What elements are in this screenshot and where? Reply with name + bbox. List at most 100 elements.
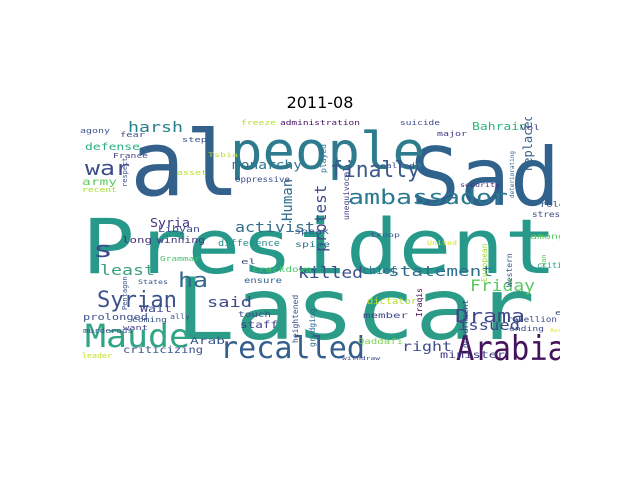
word-arabia: Arabia [456, 329, 560, 363]
word-france: France [113, 152, 148, 160]
word-unequivocal: unequivocal [342, 167, 351, 220]
word-fear: fear [120, 131, 145, 139]
word-western: Western [505, 253, 514, 287]
word-troop: troop [370, 232, 401, 239]
word-suicide: suicide [400, 119, 440, 127]
word-killed: killed [298, 263, 363, 282]
word-vol: Vol [520, 124, 540, 132]
word-criticizing: criticizing [123, 345, 203, 356]
word-war: war [85, 156, 130, 180]
word-president: President [82, 202, 557, 291]
word-defense: defense [85, 142, 140, 153]
word-rebellion: rebellion [507, 315, 557, 324]
word-major: major [437, 130, 467, 138]
word-want: want [123, 324, 148, 332]
word-bahrain: Bahrain [472, 120, 527, 133]
word-human: Human [280, 179, 296, 221]
word-iraqis: Iraqis [415, 288, 424, 317]
word-arab: Arab [190, 336, 225, 347]
word-statement: statement [388, 264, 493, 280]
word-winning: winning [157, 236, 205, 246]
word-qaddafi: Qaddafi [358, 337, 403, 346]
word-army: army [82, 177, 117, 188]
word-recent: recent [82, 186, 117, 194]
word-grammar: Grammar [160, 255, 200, 263]
word-pentagon: Pentagon [121, 276, 129, 310]
word-wait: Wait [140, 304, 172, 315]
word-government: government [461, 300, 470, 348]
word-security: security [460, 182, 501, 189]
word-issued: issued [458, 318, 520, 334]
word-drama: Drama [455, 306, 525, 327]
word-oppressive: oppressive [235, 175, 290, 184]
word-speak: speak [294, 227, 329, 236]
word-freeze: freeze [241, 119, 276, 127]
word-coming: coming [132, 316, 167, 324]
word-united: United [427, 240, 458, 247]
word-right: right [402, 340, 452, 355]
word-protest: protest [311, 185, 330, 252]
word-ally: ally [170, 313, 190, 321]
word-deteriorating: deteriorating [509, 151, 516, 198]
word-assad: Assad [550, 328, 560, 334]
word-states: States [138, 279, 169, 286]
word-grudging: grudging [308, 308, 317, 347]
word-stressed: stressed [532, 210, 560, 219]
word-called: called [380, 162, 415, 170]
word-harsh: harsh [128, 120, 183, 136]
word-tsbia: Tsbia [208, 152, 239, 159]
word-least: least [100, 263, 155, 279]
word-withdraw: withdraw [342, 356, 382, 362]
word-ambassador: ambassador [348, 185, 508, 209]
word-finally: finally [330, 158, 420, 183]
word-el: el [241, 258, 256, 266]
word-minister: minister [440, 350, 505, 361]
word-monarchy: monarchy [232, 158, 302, 172]
word-activist: activist [235, 220, 315, 236]
word-people: people [230, 122, 425, 182]
word-maude: Maude [85, 317, 190, 355]
word-dictator: dictator [367, 297, 418, 307]
word-respect: respect [121, 157, 129, 187]
word-recalled: recalled [220, 331, 365, 363]
word-syria: Syria [150, 216, 190, 230]
word-ensure: ensure [244, 276, 282, 285]
word-european: European [480, 243, 489, 282]
word-friday: Friday [470, 276, 535, 295]
word-replaced: replaced [521, 117, 535, 172]
word-administration: administration [280, 119, 360, 127]
word-difference: difference [218, 239, 280, 249]
word-ha: ha [178, 268, 208, 292]
word-lascar: Lascar [175, 260, 535, 360]
word-murderous: murderous [83, 327, 133, 335]
chart-title: 2011-08 [286, 93, 354, 112]
word-chief: chief [362, 264, 397, 277]
word-agony: agony [80, 127, 110, 135]
word-cloud: President Lascar al Sad people Arabia recalled… [80, 117, 560, 363]
word-end: end [555, 309, 560, 317]
word-heightened: heightened [291, 295, 300, 343]
word-touch: touch [238, 310, 271, 319]
word-al: al [130, 117, 240, 217]
word-step: step [182, 136, 207, 144]
word-ending: ending [509, 325, 544, 333]
word-critical: critical [537, 261, 560, 270]
word-han: Han [540, 254, 548, 267]
word-role: role [540, 200, 560, 209]
word-staff: staff [240, 320, 278, 331]
word-among: among [530, 232, 560, 241]
word-spike: spike [295, 240, 330, 249]
word-libyan: Libyan [158, 225, 200, 235]
word-member: member [363, 311, 408, 320]
word-sad: Sad [410, 131, 560, 224]
word-s: s [93, 238, 113, 263]
word-asset: asset [177, 169, 207, 177]
word-long: long [122, 236, 152, 246]
word-syrian: Syrian [97, 288, 177, 313]
word-played: played [319, 144, 328, 173]
word-leader: leader [82, 352, 112, 360]
word-prolonged: prolonged [83, 313, 148, 323]
word-said: said [207, 295, 252, 311]
word-crackdown: crackdown [252, 265, 312, 274]
